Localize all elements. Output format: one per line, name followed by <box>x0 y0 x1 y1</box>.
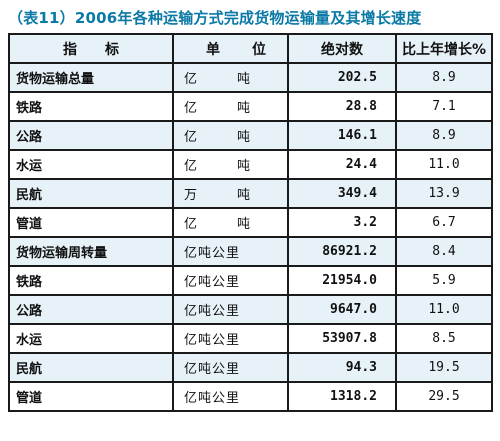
table-row: 管道 亿吨 3.2 6.7 <box>8 207 493 238</box>
row-value: 94.3 <box>287 352 397 383</box>
row-name: 货物运输周转量 <box>8 236 174 267</box>
header-value: 绝对数 <box>287 33 397 64</box>
table-row: 货物运输总量 亿吨 202.5 8.9 <box>8 62 493 93</box>
row-value: 202.5 <box>287 62 397 93</box>
row-unit: 亿吨公里 <box>172 265 289 296</box>
table-row: 管道 亿吨公里 1318.2 29.5 <box>8 381 493 412</box>
row-unit: 亿吨 <box>172 62 289 93</box>
row-value: 24.4 <box>287 149 397 180</box>
row-unit: 亿吨公里 <box>172 236 289 267</box>
row-growth: 11.0 <box>395 149 493 180</box>
table-row: 铁路 亿吨公里 21954.0 5.9 <box>8 265 493 296</box>
row-value: 1318.2 <box>287 381 397 412</box>
row-name: 铁路 <box>8 265 174 296</box>
row-unit: 亿吨 <box>172 149 289 180</box>
row-unit: 亿吨公里 <box>172 294 289 325</box>
row-name: 水运 <box>8 323 174 354</box>
header-row: 指标 单位 绝对数 比上年增长% <box>8 33 493 64</box>
row-name: 管道 <box>8 381 174 412</box>
row-growth: 13.9 <box>395 178 493 209</box>
row-name: 公路 <box>8 120 174 151</box>
table-title: （表11）2006年各种运输方式完成货物运输量及其增长速度 <box>8 9 422 27</box>
row-growth: 29.5 <box>395 381 493 412</box>
row-growth: 8.5 <box>395 323 493 354</box>
row-unit: 亿吨公里 <box>172 381 289 412</box>
row-unit: 亿吨 <box>172 91 289 122</box>
row-value: 21954.0 <box>287 265 397 296</box>
row-growth: 8.9 <box>395 62 493 93</box>
row-name: 水运 <box>8 149 174 180</box>
row-unit: 亿吨 <box>172 120 289 151</box>
row-growth: 11.0 <box>395 294 493 325</box>
header-item: 指标 <box>8 33 174 64</box>
row-name: 铁路 <box>8 91 174 122</box>
row-unit: 亿吨 <box>172 207 289 238</box>
row-growth: 8.9 <box>395 120 493 151</box>
row-name: 民航 <box>8 178 174 209</box>
row-value: 3.2 <box>287 207 397 238</box>
freight-table: 指标 单位 绝对数 比上年增长% 货物运输总量 亿吨 202.5 8.9 铁路 … <box>8 33 493 412</box>
row-unit: 万吨 <box>172 178 289 209</box>
row-name: 货物运输总量 <box>8 62 174 93</box>
row-value: 53907.8 <box>287 323 397 354</box>
row-value: 146.1 <box>287 120 397 151</box>
row-growth: 6.7 <box>395 207 493 238</box>
row-value: 9647.0 <box>287 294 397 325</box>
table-row: 公路 亿吨公里 9647.0 11.0 <box>8 294 493 325</box>
header-growth: 比上年增长% <box>395 33 493 64</box>
row-value: 349.4 <box>287 178 397 209</box>
table-row: 水运 亿吨 24.4 11.0 <box>8 149 493 180</box>
row-value: 86921.2 <box>287 236 397 267</box>
row-growth: 8.4 <box>395 236 493 267</box>
row-name: 民航 <box>8 352 174 383</box>
row-name: 管道 <box>8 207 174 238</box>
header-unit: 单位 <box>172 33 289 64</box>
row-name: 公路 <box>8 294 174 325</box>
row-growth: 19.5 <box>395 352 493 383</box>
table-row: 民航 万吨 349.4 13.9 <box>8 178 493 209</box>
row-unit: 亿吨公里 <box>172 323 289 354</box>
row-growth: 5.9 <box>395 265 493 296</box>
row-unit: 亿吨公里 <box>172 352 289 383</box>
table-row: 水运 亿吨公里 53907.8 8.5 <box>8 323 493 354</box>
table-row: 货物运输周转量 亿吨公里 86921.2 8.4 <box>8 236 493 267</box>
row-growth: 7.1 <box>395 91 493 122</box>
table-row: 民航 亿吨公里 94.3 19.5 <box>8 352 493 383</box>
row-value: 28.8 <box>287 91 397 122</box>
table-row: 公路 亿吨 146.1 8.9 <box>8 120 493 151</box>
table-row: 铁路 亿吨 28.8 7.1 <box>8 91 493 122</box>
